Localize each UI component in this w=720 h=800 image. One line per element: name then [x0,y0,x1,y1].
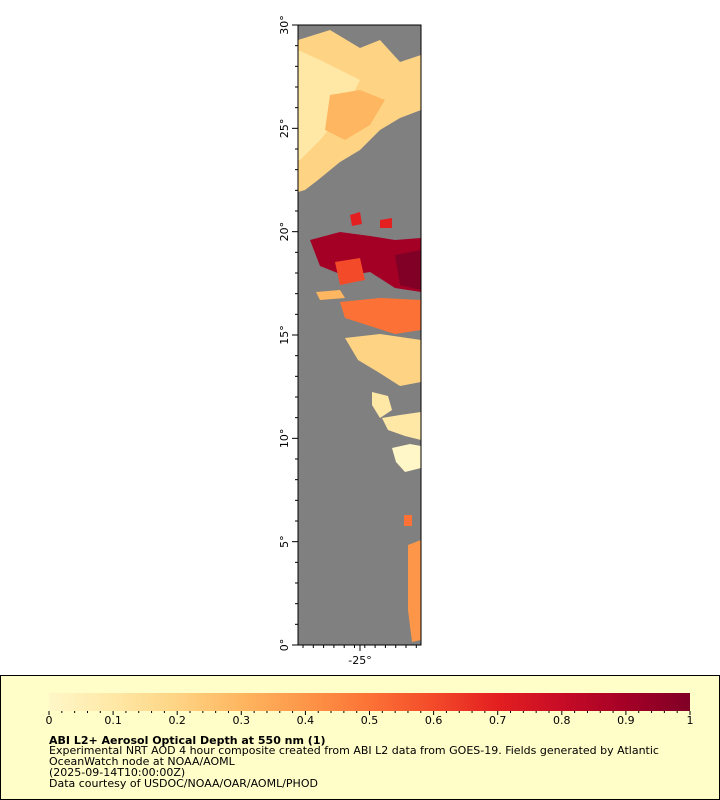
lat-label: 25° [278,119,291,139]
colorbar-label: 0.5 [361,714,379,727]
legend-credit: Data courtesy of USDOC/NOAA/OAR/AOML/PHO… [49,777,318,790]
lat-label: 15° [278,325,291,345]
colorbar-label: 0.8 [553,714,571,727]
aod-south-edge [408,540,421,642]
colorbar-label: 0.6 [425,714,443,727]
colorbar-label: 0.7 [489,714,507,727]
legend-panel: 0 0.1 0.2 0.3 0.4 0.5 0.6 0.7 0.8 0.9 1 ABI L2+ Ae… [0,675,720,800]
aod-band-14n [345,334,421,386]
aod-high-spot-b [350,212,362,226]
latitude-axis: 0° 5° 10° 15° 20° 25° 30° [278,15,298,651]
legend-title: ABI L2+ Aerosol Optical Depth at 550 nm … [49,734,326,747]
colorbar-label: 0.1 [104,714,122,727]
aod-patch-10n [392,444,421,472]
aod-high-spot-a [335,258,365,285]
colorbar-label: 0.3 [233,714,251,727]
legend-description-line1: Experimental NRT AOD 4 hour composite cr… [49,744,659,757]
longitude-axis: -25° [302,645,417,667]
lat-label: 10° [278,429,291,449]
legend-timestamp: (2025-09-14T10:00:00Z) [49,766,186,779]
colorbar-gradient [49,693,690,711]
aod-field [298,30,421,642]
aod-mid-band [340,298,421,334]
colorbar-ticks: 0 0.1 0.2 0.3 0.4 0.5 0.6 0.7 0.8 0.9 1 [46,711,694,727]
aod-high-spot-c [380,218,392,228]
map-figure: 0° 5° 10° 15° 20° 25° 30° -25° [278,15,422,667]
colorbar: 0 0.1 0.2 0.3 0.4 0.5 0.6 0.7 0.8 0.9 1 [46,693,694,727]
aod-high-core [395,250,421,290]
legend-description-line2: OceanWatch node at NOAA/AOML [49,755,235,768]
lon-label: -25° [348,654,371,667]
colorbar-label: 1 [687,714,694,727]
lat-label: 30° [278,15,291,35]
colorbar-label: 0.9 [617,714,635,727]
colorbar-label: 0 [46,714,53,727]
colorbar-label: 0.4 [297,714,315,727]
colorbar-label: 0.2 [168,714,186,727]
aod-mid-band-light [316,290,345,300]
lat-label: 0° [278,639,291,652]
aod-patch-11n [382,412,421,440]
lat-label: 5° [278,535,291,548]
aod-plume-north-core [325,90,385,140]
aod-patch-12n [372,392,392,418]
aod-south-spot [404,515,412,526]
lat-label: 20° [278,222,291,242]
aod-high-band [310,232,421,292]
